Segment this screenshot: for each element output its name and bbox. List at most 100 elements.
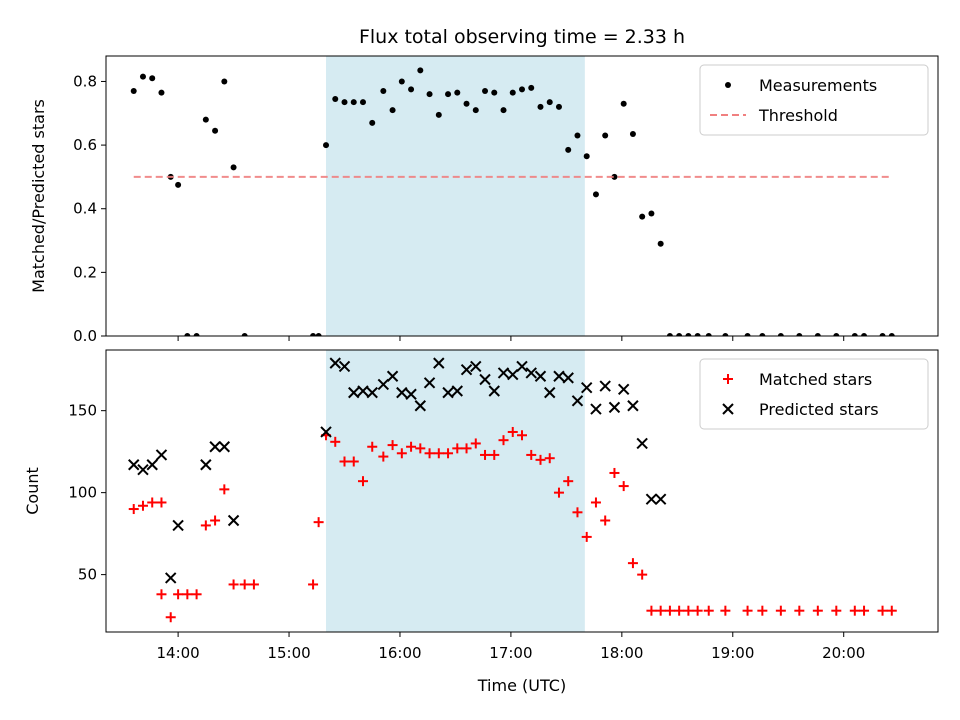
y-tick-label: 0.6 <box>73 136 97 154</box>
data-point <box>172 519 184 532</box>
data-point <box>445 91 452 98</box>
data-point <box>386 370 399 382</box>
data-point <box>676 333 683 336</box>
data-point <box>877 605 888 616</box>
data-point <box>228 579 239 590</box>
bottom-axes-frame <box>105 349 939 633</box>
data-point <box>627 558 638 569</box>
data-point <box>602 132 609 139</box>
data-point <box>528 84 535 91</box>
marker-stroke <box>423 377 436 389</box>
data-point <box>683 605 694 616</box>
data-point <box>553 370 565 382</box>
data-point <box>200 520 211 531</box>
data-point <box>315 333 322 336</box>
data-point <box>814 333 821 336</box>
data-point <box>599 380 611 392</box>
data-point <box>348 386 360 399</box>
marker-stroke <box>414 400 427 412</box>
data-point <box>636 437 648 450</box>
marker-stroke <box>329 357 341 369</box>
legend-box <box>699 358 929 430</box>
data-point <box>398 78 405 85</box>
chart-title: Flux total observing time = 2.33 h <box>359 26 685 48</box>
marker-stroke <box>137 463 149 476</box>
marker-stroke <box>165 572 177 584</box>
data-point <box>694 333 701 336</box>
data-point <box>470 438 481 449</box>
x-tick-label: 15:00 <box>267 644 310 662</box>
data-point <box>742 605 753 616</box>
data-point <box>366 386 378 399</box>
y-tick-label: 150 <box>68 402 97 420</box>
data-point <box>722 333 729 336</box>
data-point <box>158 89 165 96</box>
data-point <box>488 385 500 397</box>
marker-stroke <box>366 386 378 399</box>
data-point <box>350 99 357 106</box>
data-point <box>674 605 685 616</box>
data-point <box>851 333 858 336</box>
data-point <box>705 333 712 336</box>
data-point <box>546 99 553 106</box>
data-point <box>415 443 426 454</box>
y-tick-label: 0.2 <box>73 263 97 281</box>
data-point <box>833 333 840 336</box>
marker-stroke <box>405 388 417 400</box>
marker-stroke <box>553 370 565 382</box>
data-point <box>230 164 237 171</box>
data-point <box>507 426 518 437</box>
data-point <box>359 99 366 106</box>
data-point <box>498 435 509 446</box>
marker-stroke <box>497 367 510 379</box>
data-point <box>396 386 408 399</box>
data-point <box>128 459 140 471</box>
marker-stroke <box>451 385 463 397</box>
marker-stroke <box>654 493 667 505</box>
bottom-y-ticks: 50 100 150 <box>68 402 106 584</box>
data-point <box>156 497 167 508</box>
data-point <box>227 514 240 527</box>
data-point <box>377 378 390 391</box>
data-point <box>491 89 498 96</box>
data-point <box>507 368 519 381</box>
data-point <box>888 333 895 336</box>
marker-stroke <box>617 383 630 396</box>
legend-box <box>699 64 929 136</box>
data-point <box>139 73 146 80</box>
data-point <box>648 210 655 217</box>
data-point <box>137 500 148 511</box>
data-point <box>202 116 209 123</box>
data-point <box>146 459 158 471</box>
data-point <box>308 579 319 590</box>
bottom-x-ticks: 14:00 15:00 16:00 17:00 18:00 19:00 20:00 <box>156 632 865 662</box>
data-point <box>212 127 219 134</box>
data-point <box>210 515 221 526</box>
data-point <box>330 436 341 447</box>
marker-stroke <box>128 459 140 471</box>
data-point <box>219 484 230 495</box>
marker-stroke <box>516 360 528 373</box>
x-tick-label: 16:00 <box>378 644 421 662</box>
data-point <box>544 453 555 464</box>
data-point <box>608 401 621 414</box>
data-point <box>516 360 528 373</box>
data-point <box>517 430 527 441</box>
data-point <box>692 605 703 616</box>
bottom-y-axis-label: Count <box>23 467 42 515</box>
marker-stroke <box>348 386 360 399</box>
data-point <box>519 86 525 93</box>
y-tick-label: 50 <box>78 566 97 584</box>
data-point <box>600 515 611 526</box>
data-point <box>637 569 648 580</box>
series-predicted-stars <box>128 357 667 584</box>
y-tick-label: 0.4 <box>73 200 97 218</box>
marker-stroke <box>200 459 212 471</box>
data-point <box>451 385 463 397</box>
top-x-ticks <box>177 336 845 341</box>
marker-stroke <box>722 403 734 415</box>
data-point <box>757 605 768 616</box>
data-point <box>426 91 433 98</box>
marker-stroke <box>433 357 445 369</box>
